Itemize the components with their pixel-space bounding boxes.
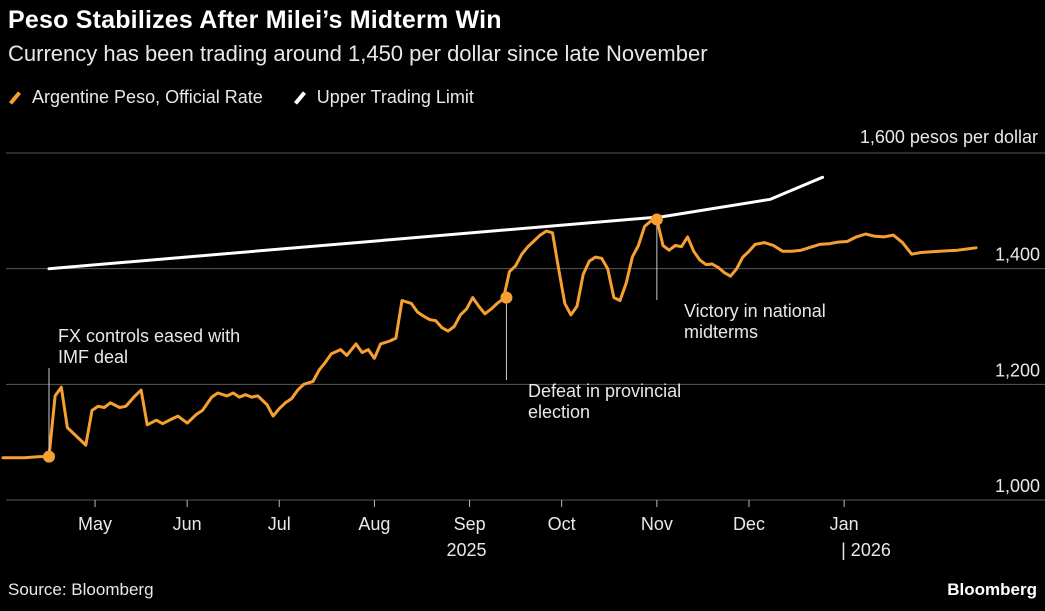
event-marker [43,450,55,463]
x-tick-label: Oct [548,514,576,534]
annotation-text: election [528,402,590,422]
x-tick-label: Jul [268,514,291,534]
legend-item-limit: Upper Trading Limit [293,87,474,108]
x-year-label: | 2026 [841,540,891,560]
event-marker [650,213,663,226]
annotation-text: midterms [684,322,758,342]
y-tick-label: 1,400 [995,245,1040,265]
y-unit-label: 1,600 pesos per dollar [860,127,1038,147]
brand-logo: Bloomberg [947,580,1037,599]
legend-label-limit: Upper Trading Limit [316,87,474,107]
legend: Argentine Peso, Official Rate Upper Trad… [8,87,504,108]
x-year-label: 2025 [446,540,486,560]
x-tick-label: May [78,514,112,534]
y-tick-label: 1,200 [995,360,1040,380]
annotation-text: Victory in national [684,301,826,321]
x-tick-label: Dec [733,514,765,534]
series-line-peso [1,218,978,460]
legend-label-peso: Argentine Peso, Official Rate [32,87,263,107]
event-marker [500,291,513,304]
chart-subtitle: Currency has been trading around 1,450 p… [8,41,708,66]
x-tick-label: Nov [641,514,673,534]
chart-title: Peso Stabilizes After Milei’s Midterm Wi… [8,6,502,34]
legend-item-peso: Argentine Peso, Official Rate [8,87,263,108]
annotation-text: Defeat in provincial [528,381,681,401]
x-tick-label: Aug [358,514,390,534]
annotation-text: FX controls eased with [58,326,240,346]
source-note: Source: Bloomberg [8,580,154,599]
x-tick-label: Jun [173,514,202,534]
annotation-text: IMF deal [58,347,128,367]
series-line-limit [47,175,825,271]
x-tick-label: Jan [830,514,859,534]
y-tick-label: 1,000 [995,476,1040,496]
x-tick-label: Sep [454,514,486,534]
